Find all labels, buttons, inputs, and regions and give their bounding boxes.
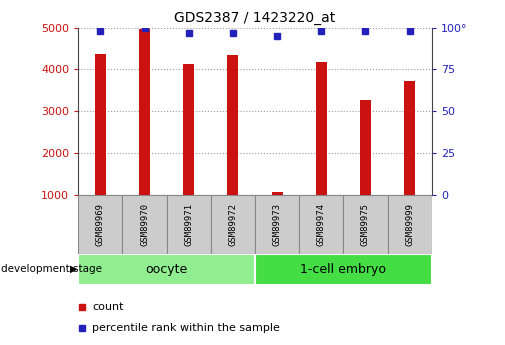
Bar [183, 65, 194, 195]
Bar [211, 195, 255, 254]
Bar [123, 195, 167, 254]
Bar [404, 81, 415, 195]
Bar [227, 55, 238, 195]
Text: GSM89975: GSM89975 [361, 203, 370, 246]
Text: ▶: ▶ [70, 264, 77, 274]
Bar [255, 195, 299, 254]
Text: GSM89999: GSM89999 [405, 203, 414, 246]
Bar [272, 193, 283, 195]
Bar [343, 195, 388, 254]
Bar [360, 100, 371, 195]
Bar [388, 195, 432, 254]
Text: count: count [92, 302, 124, 312]
Text: GSM89974: GSM89974 [317, 203, 326, 246]
Bar [139, 29, 150, 195]
Bar [78, 195, 123, 254]
Text: GSM89971: GSM89971 [184, 203, 193, 246]
Text: development stage: development stage [1, 264, 102, 274]
Text: GSM89973: GSM89973 [273, 203, 282, 246]
Bar [95, 53, 106, 195]
Bar [316, 62, 327, 195]
Text: percentile rank within the sample: percentile rank within the sample [92, 323, 280, 333]
Text: GSM89970: GSM89970 [140, 203, 149, 246]
Bar [78, 254, 255, 285]
Bar [299, 195, 343, 254]
Text: oocyte: oocyte [145, 263, 188, 276]
Bar [167, 195, 211, 254]
Text: 1-cell embryo: 1-cell embryo [300, 263, 386, 276]
Title: GDS2387 / 1423220_at: GDS2387 / 1423220_at [174, 11, 336, 25]
Text: GSM89969: GSM89969 [96, 203, 105, 246]
Text: GSM89972: GSM89972 [228, 203, 237, 246]
Bar [255, 254, 432, 285]
